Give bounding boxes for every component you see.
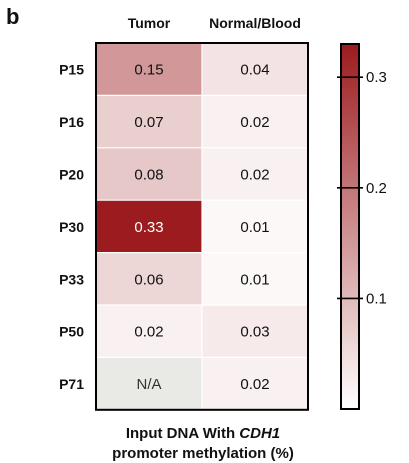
- row-label-p71: P71: [59, 376, 84, 392]
- column-labels: Tumor Normal/Blood: [128, 15, 301, 31]
- heatmap-cells: 0.15 0.04 0.07 0.02 0.08 0.02 0.33 0.01 0.06 0.01…: [95, 42, 309, 411]
- heatmap-cell-p16-normal-blood: [202, 95, 308, 148]
- heatmap-cell-p30-tumor: [96, 200, 202, 253]
- row-label-p50: P50: [59, 324, 84, 340]
- cell-value-label: N/A: [136, 376, 161, 393]
- heatmap-cell-p71-tumor: [96, 357, 202, 410]
- colorbar-tick-label: 0.3: [366, 69, 387, 86]
- heatmap-cell-p20-normal-blood: [202, 147, 308, 201]
- heatmap-cell-p15-normal-blood: [202, 43, 308, 96]
- heatmap-cell-p50-tumor: [96, 305, 202, 358]
- cell-value-label: 0.02: [240, 167, 269, 184]
- cell-value-label: 0.04: [240, 62, 269, 79]
- heatmap-cell-p16-tumor: [96, 95, 202, 148]
- heatmap-cell-p33-normal-blood: [202, 252, 308, 305]
- cell-value-label: 0.02: [240, 376, 269, 393]
- colorbar-tick-label: 0.1: [366, 290, 387, 307]
- colorbar-tick-label: 0.2: [366, 180, 387, 197]
- x-axis-label-line-1: Input DNA With CDH1: [126, 425, 280, 442]
- heatmap-cell-p30-normal-blood: [202, 200, 308, 253]
- cell-value-label: 0.08: [134, 167, 163, 184]
- heatmap-border: [95, 42, 309, 411]
- cell-value-label: 0.07: [134, 114, 163, 131]
- x-axis-label-gene: CDH1: [239, 425, 280, 442]
- x-axis-label-line-2: promoter methylation (%): [112, 445, 294, 462]
- cell-value-label: 0.33: [134, 219, 163, 236]
- cell-value-label: 0.06: [134, 271, 163, 288]
- heatmap-cell-p33-tumor: [96, 252, 202, 305]
- cell-value-label: 0.02: [240, 114, 269, 131]
- colorbar-gradient: [341, 44, 359, 409]
- row-label-p16: P16: [59, 114, 84, 130]
- column-label-tumor: Tumor: [128, 15, 171, 31]
- x-axis-label-prefix: Input DNA With: [126, 425, 239, 442]
- cell-value-label: 0.03: [240, 324, 269, 341]
- heatmap-cell-p50-normal-blood: [202, 305, 308, 358]
- column-label-normal-blood: Normal/Blood: [209, 15, 301, 31]
- row-labels: P15 P16 P20 P30 P33 P50 P71: [59, 62, 84, 392]
- heatmap-cell-p71-normal-blood: [202, 357, 308, 410]
- colorbar: 0.1 0.2 0.3: [337, 43, 387, 410]
- row-label-p33: P33: [59, 271, 84, 287]
- row-label-p30: P30: [59, 219, 84, 235]
- cell-value-label: 0.01: [240, 219, 269, 236]
- row-label-p20: P20: [59, 167, 84, 183]
- colorbar-border: [340, 43, 360, 410]
- heatmap-cell-p15-tumor: [96, 43, 202, 96]
- cell-value-label: 0.01: [240, 271, 269, 288]
- cell-value-label: 0.02: [134, 324, 163, 341]
- heatmap-cell-p20-tumor: [96, 147, 202, 201]
- panel-label: b: [6, 4, 19, 29]
- cell-value-label: 0.15: [134, 62, 163, 79]
- row-label-p15: P15: [59, 62, 84, 78]
